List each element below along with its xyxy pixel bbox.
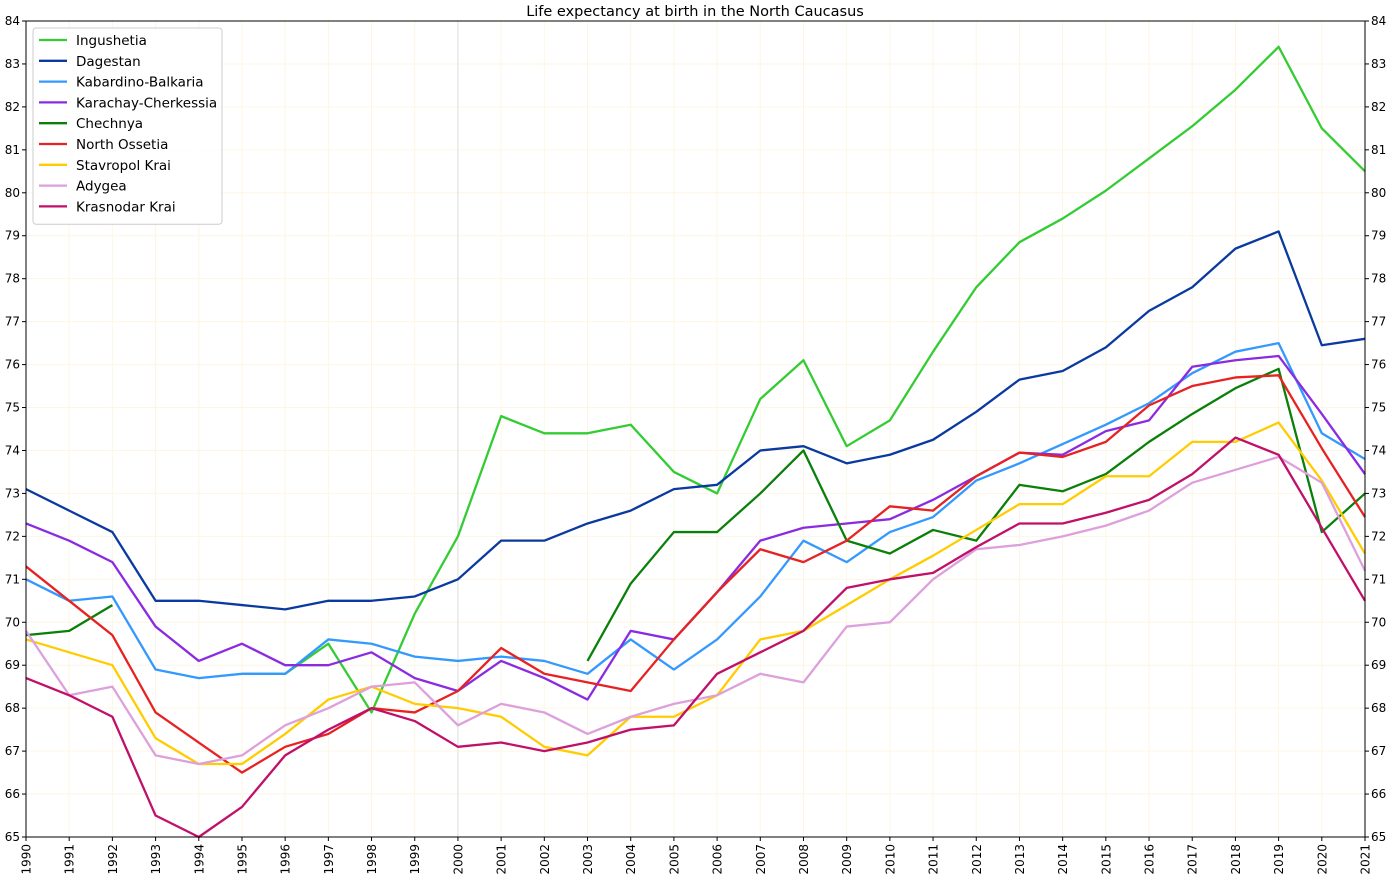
y-tick-label-left: 65	[5, 830, 20, 844]
x-tick-label: 1993	[149, 844, 163, 875]
x-tick-label: 2007	[754, 844, 768, 875]
y-tick-label-left: 71	[5, 572, 20, 586]
x-tick-label: 2006	[711, 844, 725, 875]
legend-box	[32, 27, 223, 225]
x-tick-label: 2009	[840, 844, 854, 875]
y-tick-label-right: 70	[1371, 615, 1386, 629]
legend-label: Dagestan	[76, 54, 141, 70]
x-tick-label: 2017	[1186, 844, 1200, 875]
x-tick-label: 1998	[365, 844, 379, 875]
y-tick-label-right: 79	[1371, 229, 1386, 243]
x-tick-label: 1990	[20, 844, 34, 875]
legend-label: Ingushetia	[76, 33, 147, 49]
y-tick-label-left: 79	[5, 229, 20, 243]
x-tick-label: 1994	[192, 844, 206, 875]
series-line-stavropol-krai	[25, 421, 1366, 766]
y-tick-label-right: 83	[1371, 57, 1386, 71]
x-tick-label: 2013	[1013, 844, 1027, 875]
series-line-krasnodar-krai	[25, 436, 1366, 839]
x-tick-label: 1995	[235, 844, 249, 875]
x-tick-label: 2002	[538, 844, 552, 875]
y-tick-label-right: 67	[1371, 744, 1386, 758]
series-line-ingushetia	[241, 45, 1366, 714]
x-tick-label: 2012	[970, 844, 984, 875]
x-tick-label: 2015	[1099, 844, 1113, 875]
y-tick-label-right: 74	[1371, 443, 1386, 457]
legend-label: Krasnodar Krai	[76, 199, 176, 215]
legend-label: North Ossetia	[76, 137, 168, 153]
series-line-north-ossetia	[25, 374, 1366, 774]
y-tick-label-left: 78	[5, 272, 20, 286]
y-tick-label-left: 72	[5, 529, 20, 543]
x-tick-label: 2020	[1315, 844, 1329, 875]
y-tick-label-left: 68	[5, 701, 20, 715]
legend-label: Stavropol Krai	[76, 158, 171, 174]
y-tick-label-right: 80	[1371, 186, 1386, 200]
legend-label: Chechnya	[76, 116, 143, 132]
y-tick-label-right: 71	[1371, 572, 1386, 586]
y-tick-label-right: 76	[1371, 358, 1386, 372]
chart-title: Life expectancy at birth in the North Ca…	[526, 4, 864, 20]
x-tick-label: 1999	[408, 844, 422, 875]
y-tick-label-left: 75	[5, 401, 20, 415]
legend-label: Karachay-Cherkessia	[76, 95, 217, 111]
x-tick-label: 2021	[1359, 844, 1373, 875]
x-tick-label: 2005	[667, 844, 681, 875]
y-tick-label-left: 66	[5, 787, 20, 801]
y-tick-label-left: 82	[5, 100, 20, 114]
y-tick-label-left: 69	[5, 658, 20, 672]
y-tick-label-left: 84	[5, 14, 20, 28]
y-tick-label-left: 80	[5, 186, 20, 200]
y-tick-label-right: 78	[1371, 272, 1386, 286]
x-tick-label: 2008	[797, 844, 811, 875]
x-tick-label: 2004	[624, 844, 638, 875]
y-tick-label-left: 70	[5, 615, 20, 629]
y-tick-label-right: 65	[1371, 830, 1386, 844]
x-tick-label: 1991	[63, 844, 77, 875]
y-tick-label-left: 76	[5, 358, 20, 372]
y-tick-label-right: 81	[1371, 143, 1386, 157]
series-lines	[25, 45, 1367, 839]
x-tick-label: 2018	[1229, 844, 1243, 875]
x-tick-label: 2000	[451, 844, 465, 875]
y-tick-label-left: 83	[5, 57, 20, 71]
x-tick-label: 2019	[1272, 844, 1286, 875]
y-tick-label-right: 84	[1371, 14, 1386, 28]
x-tick-label: 2001	[495, 844, 509, 875]
y-tick-label-right: 66	[1371, 787, 1386, 801]
legend-label: Adygea	[76, 179, 127, 195]
x-tick-label: 2010	[883, 844, 897, 875]
legend-label: Kabardino-Balkaria	[76, 75, 204, 91]
plot-frame	[25, 20, 1366, 838]
y-tick-label-right: 82	[1371, 100, 1386, 114]
y-tick-label-right: 75	[1371, 401, 1386, 415]
x-tick-label: 1996	[279, 844, 293, 875]
y-tick-label-left: 73	[5, 486, 20, 500]
legend: Ingushetia Dagestan Kabardino-Balkaria Kara…	[32, 27, 223, 225]
series-line-dagestan	[25, 230, 1366, 611]
x-tick-label: 1997	[322, 844, 336, 875]
y-tick-label-right: 77	[1371, 315, 1386, 329]
y-tick-label-right: 72	[1371, 529, 1386, 543]
x-tick-label: 2011	[927, 844, 941, 875]
x-tick-label: 2014	[1056, 844, 1070, 875]
axes: 65 65 66 66 67 67 68 68 69 69 70 70 71 71 72 72 73 73 74 74…	[5, 14, 1387, 875]
y-tick-label-left: 81	[5, 143, 20, 157]
series-line-kabardino-balkaria	[25, 341, 1366, 680]
y-tick-label-right: 69	[1371, 658, 1386, 672]
y-tick-label-right: 73	[1371, 486, 1386, 500]
x-tick-label: 2003	[581, 844, 595, 875]
y-tick-label-left: 67	[5, 744, 20, 758]
x-tick-label: 1992	[106, 844, 120, 875]
y-tick-label-left: 74	[5, 443, 20, 457]
x-tick-label: 2016	[1143, 844, 1157, 875]
y-tick-label-left: 77	[5, 315, 20, 329]
y-tick-label-right: 68	[1371, 701, 1386, 715]
series-line-chechnya	[25, 367, 1366, 662]
